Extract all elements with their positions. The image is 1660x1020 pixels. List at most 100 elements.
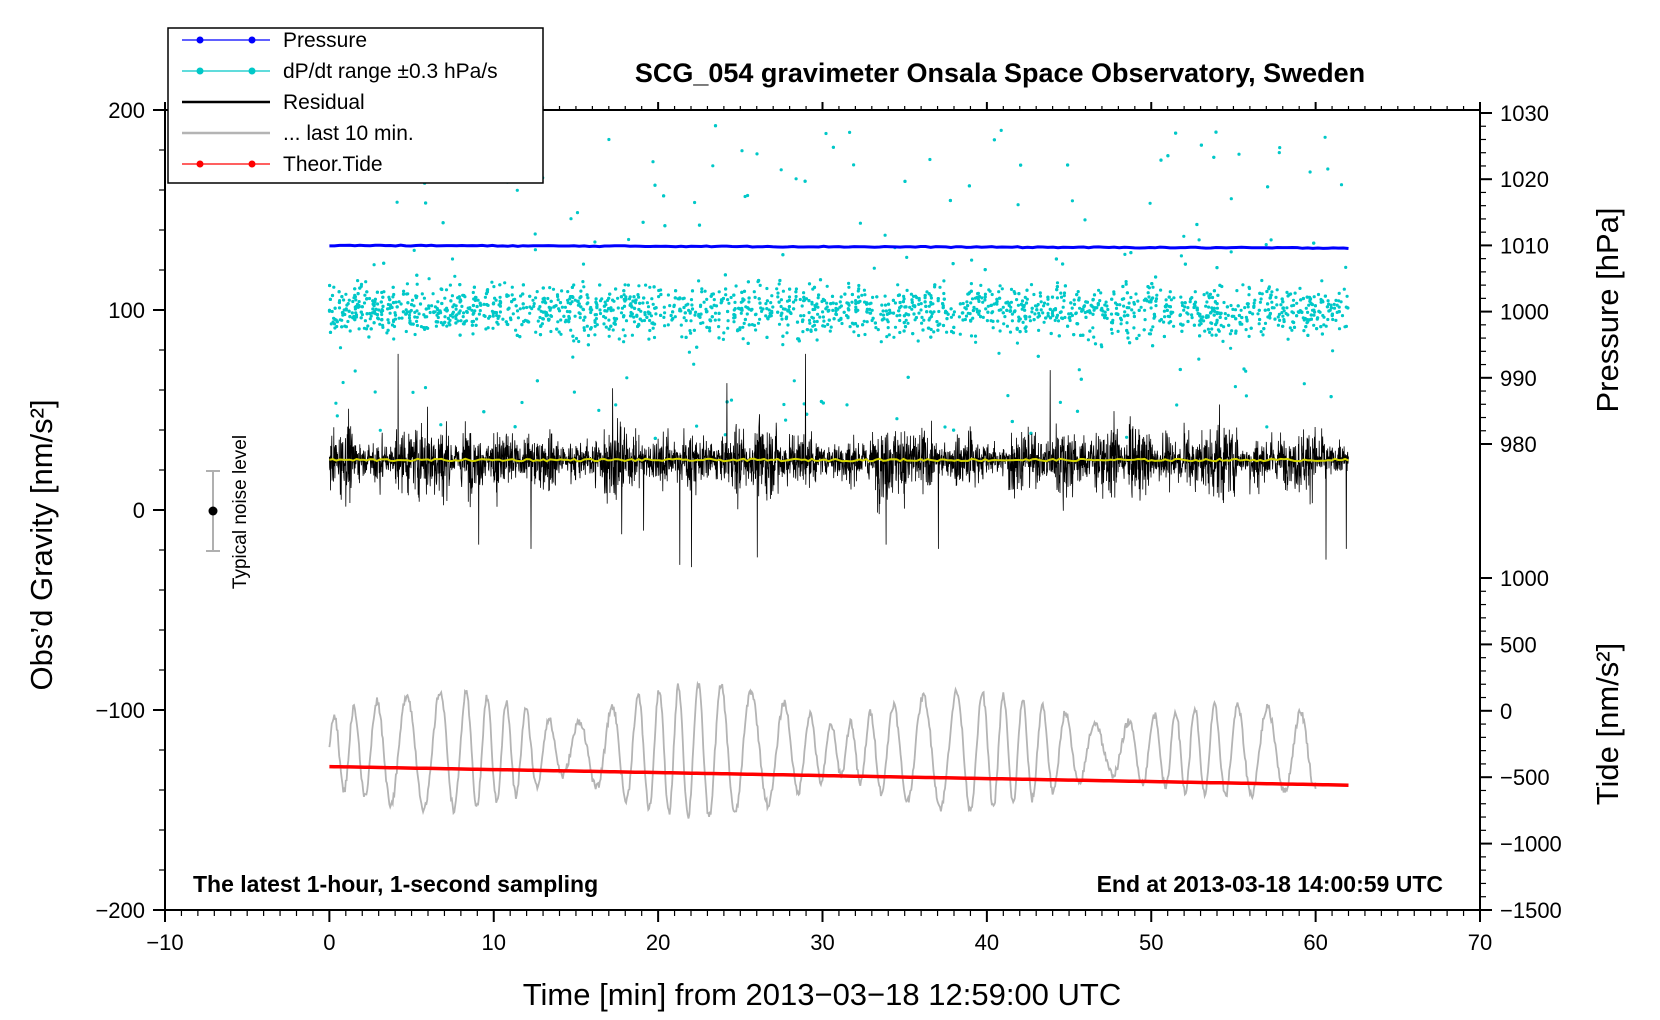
dpdt-point	[611, 328, 615, 332]
dpdt-point	[1059, 291, 1063, 295]
dpdt-point	[781, 289, 786, 293]
dpdt-point	[415, 294, 419, 298]
dpdt-point	[1257, 322, 1261, 326]
dpdt-point	[1298, 286, 1302, 290]
dpdt-point	[1252, 301, 1256, 305]
dpdt-point	[516, 316, 521, 320]
y-tick-label-left: 200	[108, 98, 145, 123]
dpdt-point	[941, 306, 945, 310]
legend-marker	[248, 160, 256, 168]
dpdt-point	[758, 317, 762, 321]
dpdt-point	[648, 311, 652, 315]
dpdt-point	[754, 312, 758, 316]
dpdt-point	[443, 320, 447, 324]
dpdt-point	[662, 315, 666, 319]
dpdt-point	[424, 201, 428, 205]
dpdt-point	[699, 321, 703, 325]
dpdt-point	[565, 309, 570, 314]
dpdt-point	[1042, 301, 1047, 305]
dpdt-point	[1162, 334, 1166, 339]
dpdt-point	[1229, 346, 1233, 350]
dpdt-point	[747, 296, 751, 300]
dpdt-point	[903, 179, 907, 183]
dpdt-point	[897, 309, 901, 313]
dpdt-point	[829, 302, 833, 306]
dpdt-point	[362, 326, 366, 330]
dpdt-point	[372, 263, 376, 267]
dpdt-point	[637, 307, 641, 312]
dpdt-point	[914, 316, 919, 320]
dpdt-point	[989, 303, 993, 307]
dpdt-point	[335, 324, 339, 329]
dpdt-point	[1190, 316, 1194, 320]
dpdt-point	[797, 337, 801, 341]
dpdt-point	[1205, 300, 1209, 304]
dpdt-point	[423, 315, 427, 319]
dpdt-point	[1209, 310, 1213, 314]
dpdt-point	[541, 286, 545, 290]
dpdt-point	[1076, 290, 1080, 294]
dpdt-point	[850, 300, 854, 304]
dpdt-point	[1337, 299, 1341, 303]
dpdt-point	[1162, 309, 1166, 313]
dpdt-point	[1129, 295, 1133, 300]
dpdt-point	[381, 304, 385, 308]
dpdt-point	[792, 379, 796, 383]
dpdt-point	[1075, 293, 1079, 297]
dpdt-point	[663, 324, 667, 328]
dpdt-point	[717, 311, 721, 315]
dpdt-point	[374, 307, 378, 311]
dpdt-point	[702, 300, 706, 304]
dpdt-point	[739, 300, 743, 304]
dpdt-point	[920, 321, 924, 325]
dpdt-point	[1312, 308, 1316, 312]
dpdt-point	[1237, 152, 1241, 156]
dpdt-point	[542, 296, 546, 300]
dpdt-point	[1302, 382, 1306, 386]
dpdt-point	[1210, 306, 1214, 310]
dpdt-point	[945, 330, 949, 334]
dpdt-point	[359, 310, 363, 314]
dpdt-point	[1132, 300, 1136, 305]
dpdt-point	[682, 305, 686, 310]
dpdt-point	[1105, 304, 1109, 308]
dpdt-point	[1062, 291, 1067, 295]
dpdt-point	[997, 351, 1001, 355]
dpdt-point	[903, 305, 907, 309]
dpdt-point	[559, 318, 563, 322]
dpdt-point	[379, 310, 383, 314]
dpdt-point	[387, 321, 391, 325]
dpdt-point	[705, 297, 709, 301]
dpdt-point	[484, 327, 488, 331]
dpdt-point	[1335, 303, 1339, 307]
y-axis-title-pressure: Pressure [hPa]	[1590, 207, 1625, 412]
dpdt-point	[869, 301, 873, 305]
dpdt-point	[448, 313, 453, 318]
dpdt-point	[360, 305, 364, 309]
dpdt-point	[1317, 309, 1321, 313]
dpdt-point	[892, 335, 896, 339]
dpdt-point	[1334, 318, 1338, 322]
dpdt-point	[609, 324, 613, 328]
dpdt-point	[603, 309, 607, 313]
dpdt-point	[501, 317, 505, 321]
dpdt-point	[538, 333, 543, 337]
dpdt-point	[1183, 262, 1187, 266]
dpdt-point	[572, 390, 577, 394]
tide-tick-label: −1500	[1500, 898, 1562, 923]
dpdt-point	[533, 232, 537, 236]
dpdt-point	[393, 313, 398, 317]
dpdt-point	[1179, 322, 1183, 326]
dpdt-point	[812, 285, 817, 289]
dpdt-point	[415, 315, 419, 319]
dpdt-point	[1249, 326, 1253, 330]
dpdt-point	[653, 436, 657, 440]
dpdt-point	[619, 311, 624, 315]
dpdt-point	[1216, 293, 1220, 297]
dpdt-point	[690, 303, 694, 307]
dpdt-point	[883, 303, 888, 307]
dpdt-point	[1127, 301, 1131, 305]
dpdt-point	[1055, 281, 1060, 285]
dpdt-point	[1209, 321, 1213, 325]
dpdt-point	[538, 305, 542, 309]
